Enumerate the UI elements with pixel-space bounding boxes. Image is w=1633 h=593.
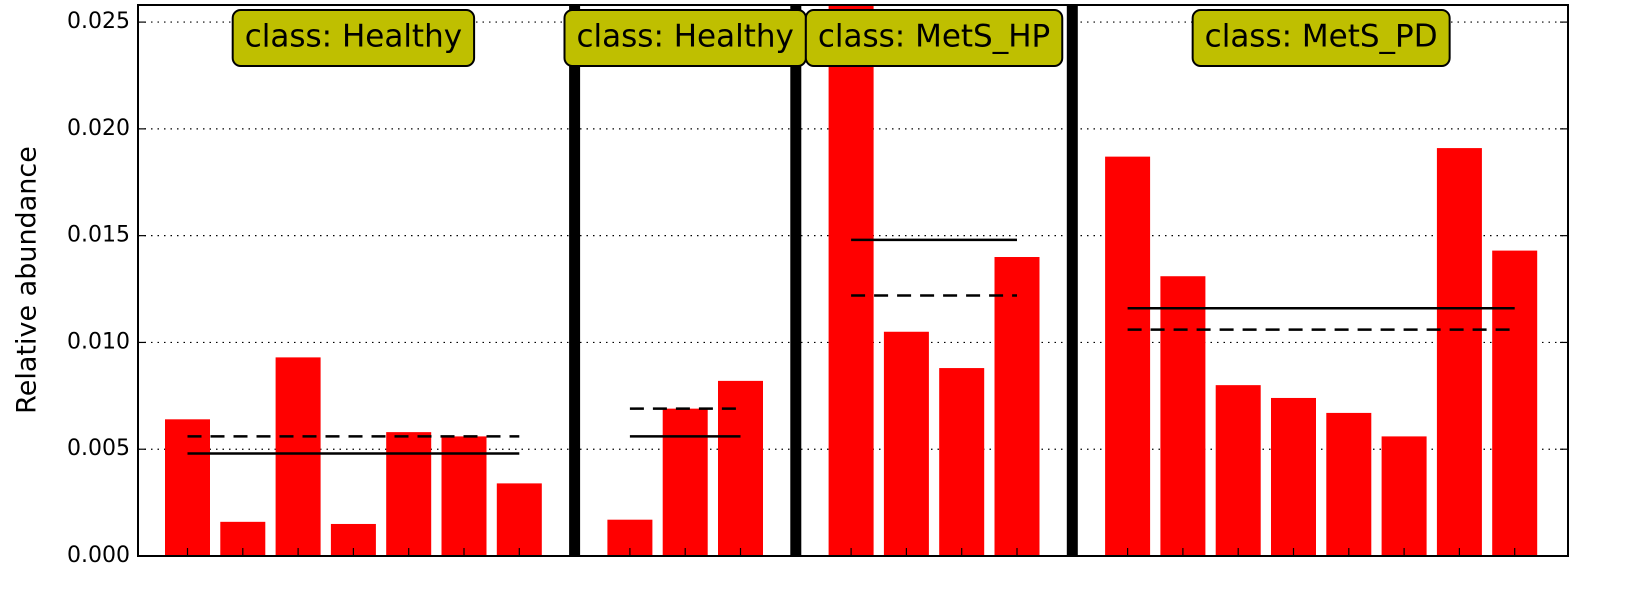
- y-tick-label: 0.015: [67, 223, 130, 248]
- class-label-text: class: Healthy: [576, 19, 793, 55]
- class-label-text: class: MetS_PD: [1205, 19, 1438, 55]
- bar: [718, 380, 763, 556]
- bar: [165, 419, 210, 556]
- y-axis-label: Relative abundance: [12, 146, 43, 414]
- bar: [1215, 385, 1261, 556]
- bar: [386, 432, 432, 556]
- bar: [275, 357, 321, 556]
- bar: [441, 436, 487, 556]
- class-label-text: class: Healthy: [245, 19, 462, 55]
- plot-frame: [137, 4, 1569, 557]
- bar: [994, 257, 1040, 556]
- class-label-text: class: MetS_HP: [818, 19, 1050, 55]
- y-tick-label: 0.025: [67, 9, 130, 34]
- class-label-box: [804, 9, 1064, 67]
- class-label: class: MetS_PD: [1191, 9, 1451, 67]
- y-tick-label: 0.010: [67, 329, 130, 354]
- class-label: class: Healthy: [563, 9, 807, 67]
- overlay: class: Healthy class: Healthy class: MetS_…: [231, 9, 1451, 67]
- y-tick-label: 0.000: [67, 543, 130, 568]
- bar: [496, 483, 542, 556]
- bar: [1326, 412, 1372, 556]
- bar: [662, 408, 708, 556]
- y-tick-label: 0.020: [67, 116, 130, 141]
- bar: [828, 5, 874, 556]
- plot-area: [138, 5, 1568, 556]
- bar: [1492, 250, 1538, 556]
- bar: [1381, 436, 1427, 556]
- bar: [1436, 148, 1482, 556]
- class-label-box: [231, 9, 476, 67]
- bar: [883, 331, 929, 556]
- bar: [1271, 397, 1316, 556]
- bar: [1105, 156, 1151, 556]
- class-label-box: [1191, 9, 1451, 67]
- class-label: class: MetS_HP: [804, 9, 1064, 67]
- class-label: class: Healthy: [231, 9, 476, 67]
- bar: [1160, 276, 1206, 556]
- bar: [939, 368, 985, 556]
- y-tick-label: 0.005: [67, 436, 130, 461]
